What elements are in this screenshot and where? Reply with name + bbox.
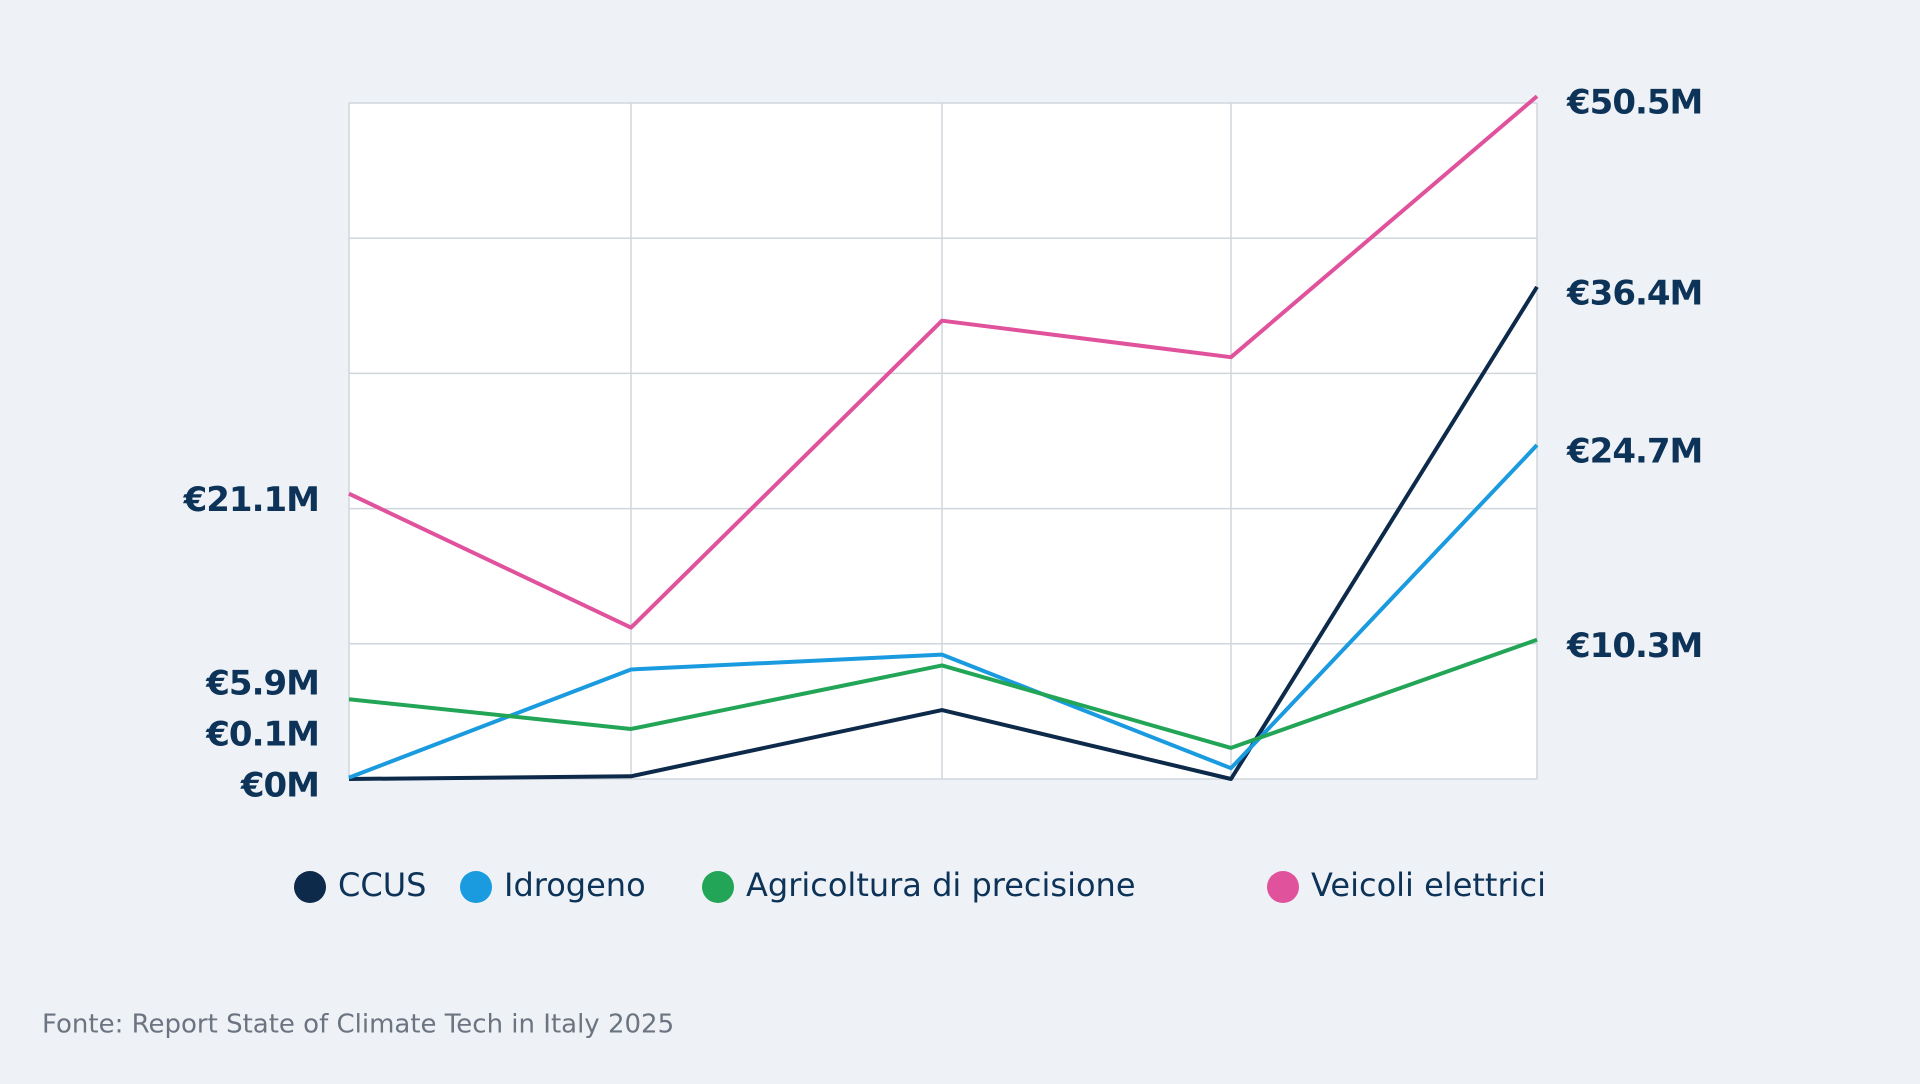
value-label: €36.4M [1566, 273, 1702, 313]
plot-area [349, 103, 1537, 779]
value-label: €10.3M [1566, 626, 1702, 666]
value-label: €5.9M [205, 664, 319, 704]
value-label: €24.7M [1566, 432, 1702, 472]
series-line [348, 443, 1539, 780]
value-label: €0M [240, 766, 319, 806]
legend-label: Agricoltura di precisione [746, 866, 1136, 904]
legend-label: Veicoli elettrici [1311, 866, 1546, 904]
legend-label: CCUS [338, 866, 426, 904]
legend-swatch [702, 871, 734, 903]
legend-swatch [294, 871, 326, 903]
legend-swatch [460, 871, 492, 903]
legend-swatch [1267, 871, 1299, 903]
value-label: €50.5M [1566, 83, 1702, 123]
value-label: €0.1M [205, 715, 319, 755]
value-label: €21.1M [183, 480, 319, 520]
source-note: Fonte: Report State of Climate Tech in I… [42, 1010, 674, 1040]
series-line [348, 285, 1539, 781]
series-line [348, 94, 1539, 630]
series-line [348, 637, 1538, 750]
legend-label: Idrogeno [504, 866, 646, 904]
